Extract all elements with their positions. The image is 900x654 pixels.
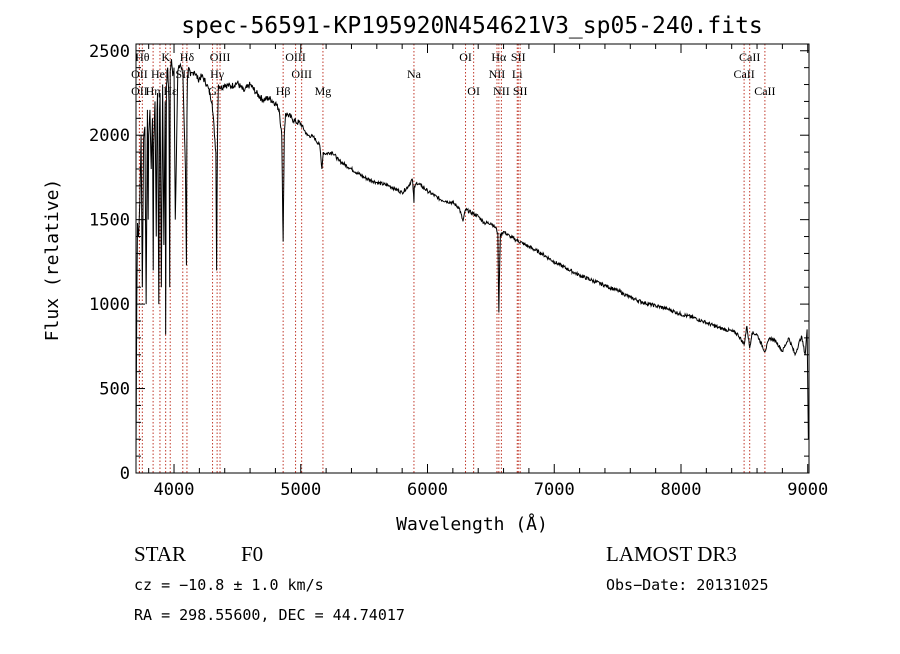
- x-tick-label: 6000: [407, 480, 448, 500]
- line-label: Mg: [315, 84, 332, 98]
- x-tick-label: 4000: [154, 480, 195, 500]
- x-tick-label: 7000: [534, 480, 575, 500]
- spectral-line-markers: [138, 44, 766, 473]
- line-label: OI: [467, 84, 480, 98]
- line-label: OII: [131, 67, 148, 81]
- line-label: Hγ: [210, 67, 225, 81]
- ra-dec-text: RA = 298.55600, DEC = 44.74017: [134, 606, 405, 624]
- line-label: CaII: [733, 67, 754, 81]
- x-axis: 4000 5000 6000 7000 8000 9000: [148, 44, 828, 500]
- line-label: SII: [513, 84, 528, 98]
- x-tick-label: 8000: [661, 480, 702, 500]
- x-tick-label: 9000: [787, 480, 828, 500]
- line-label: OII: [131, 84, 148, 98]
- survey-label: LAMOST DR3: [606, 542, 737, 566]
- flux-series-line: [135, 59, 809, 457]
- y-tick-label: 1000: [89, 295, 130, 315]
- y-tick-label: 1500: [89, 211, 130, 231]
- plot-frame: [135, 43, 810, 474]
- redshift-text: cz = −10.8 ± 1.0 km/s: [134, 576, 324, 594]
- line-label: Hη: [146, 84, 161, 98]
- obs-date-text: Obs−Date: 20131025: [606, 576, 769, 594]
- line-label: G: [208, 84, 217, 98]
- x-tick-label: 5000: [280, 480, 321, 500]
- line-label: Hβ: [276, 84, 291, 98]
- y-axis-label: Flux (relative): [42, 179, 63, 342]
- y-tick-label: 0: [120, 464, 130, 484]
- line-label: OIII: [291, 67, 312, 81]
- line-label: Li: [512, 67, 523, 81]
- line-label: OIII: [285, 50, 306, 64]
- line-label: CaII: [754, 84, 775, 98]
- line-label: NII: [489, 67, 506, 81]
- line-label: CaII: [739, 50, 760, 64]
- line-label: Hθ: [135, 50, 150, 64]
- line-label: Hδ: [180, 50, 195, 64]
- y-axis: 0 500 1000 1500 2000 2500: [89, 42, 809, 484]
- line-label: SII: [511, 50, 526, 64]
- y-tick-label: 2500: [89, 42, 130, 62]
- y-tick-label: 2000: [89, 126, 130, 146]
- line-label: Na: [407, 67, 422, 81]
- line-label: K: [161, 50, 170, 64]
- line-label: HeI: [151, 67, 169, 81]
- class-label: STAR: [134, 542, 186, 566]
- line-label: Hα: [491, 50, 507, 64]
- line-label: NII: [493, 84, 510, 98]
- line-label: OI: [459, 50, 472, 64]
- line-label: OIII: [210, 50, 231, 64]
- x-axis-label: Wavelength (Å): [396, 513, 548, 535]
- chart-title: spec-56591-KP195920N454621V3_sp05-240.fi…: [181, 13, 763, 39]
- subclass-label: F0: [241, 542, 263, 566]
- y-tick-label: 500: [99, 380, 130, 400]
